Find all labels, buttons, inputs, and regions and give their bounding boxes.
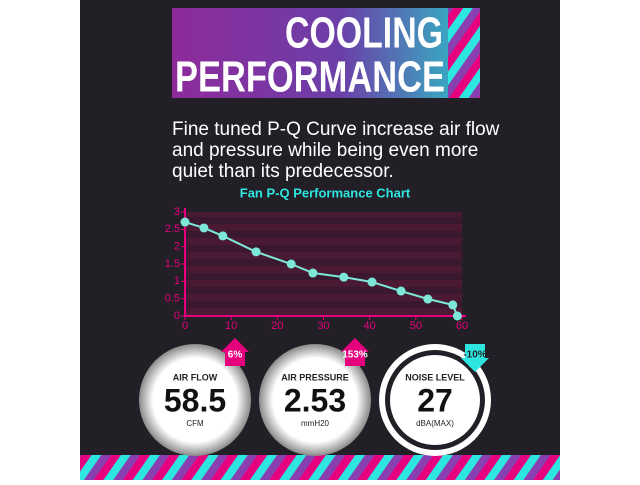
gauge-value: 27 [417,382,453,418]
point [423,294,433,304]
y-tick-label: 1.5 [165,258,180,270]
gauge-label: AIR FLOW [173,372,218,382]
gauge-unit: dBA(MAX) [416,419,454,428]
point [339,272,349,282]
description: and pressure while being even more [172,140,478,161]
change-label: 153% [342,350,368,361]
gauge-label: AIR PRESSURE [281,372,349,382]
gauge-face [153,358,237,442]
point [199,223,209,233]
y-tick-label: 0.5 [165,293,180,305]
banner [172,8,480,98]
gauge-face [390,355,480,445]
x-tick-label: 40 [364,320,376,332]
change-label: -10% [463,350,486,361]
y-tick-label: 3 [174,206,180,218]
point [367,277,377,287]
point [448,300,458,310]
point [180,217,190,227]
x-tick-label: 20 [271,320,283,332]
x-tick-label: 10 [225,320,237,332]
y-tick-label: 2.5 [165,223,180,235]
banner-stripes [448,8,480,98]
x-tick-label: 30 [317,320,329,332]
x-tick-label: 0 [182,320,188,332]
chart-title: Fan P-Q Performance Chart [240,185,411,200]
banner-title: COOLING [285,9,443,58]
gauge-unit: mmH20 [301,419,330,428]
footer-stripes [80,455,560,480]
change-arrow [341,338,369,366]
gauge-unit: CFM [186,419,204,428]
x-tick-label: 60 [456,320,468,332]
gauge-face [273,358,357,442]
change-label: 6% [228,350,243,361]
point [396,286,406,296]
point [286,259,296,269]
description: Fine tuned P-Q Curve increase air flow [172,119,500,140]
point [251,247,261,257]
change-arrow [221,338,249,366]
y-tick-label: 0 [174,310,180,322]
chart: 00.511.522.530 10 20 30 40 50 60 [165,206,468,332]
x-tick-label: 50 [410,320,422,332]
plot-background [185,212,462,316]
point [452,311,462,321]
gauge-value: 58.5 [164,382,226,418]
point [308,268,318,278]
y-tick-label: 1 [174,275,180,287]
gauge-label: NOISE LEVEL [405,372,465,382]
description: quiet than its predecessor. [172,161,394,182]
change-arrow [461,344,489,372]
gauge-value: 2.53 [284,382,346,418]
banner-title: PERFORMANCE [175,53,445,102]
y-tick-label: 2 [174,241,180,253]
point [218,231,228,241]
